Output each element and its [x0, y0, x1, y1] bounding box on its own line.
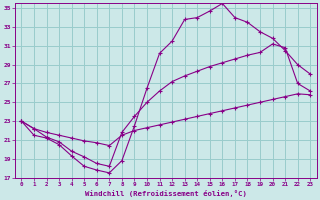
X-axis label: Windchill (Refroidissement éolien,°C): Windchill (Refroidissement éolien,°C) — [85, 190, 247, 197]
